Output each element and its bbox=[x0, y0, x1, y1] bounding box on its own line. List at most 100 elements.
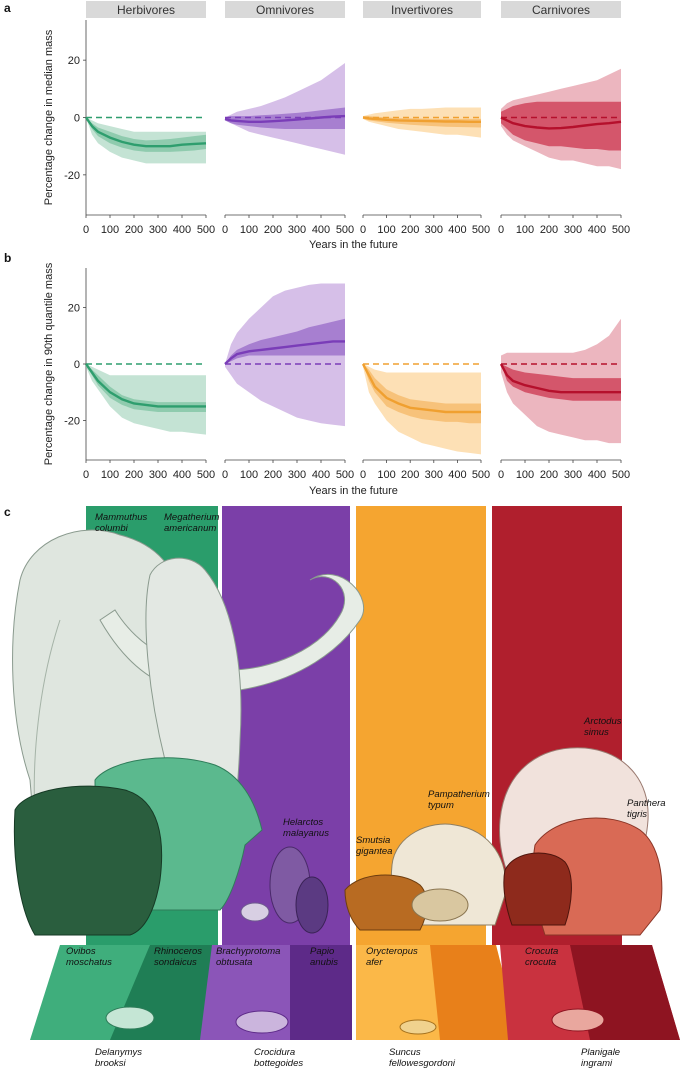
crocuta-illustration bbox=[503, 852, 572, 926]
x-tick-label: 100 bbox=[240, 469, 258, 481]
x-tick-label: 0 bbox=[360, 224, 366, 236]
x-tick-label: 300 bbox=[149, 224, 167, 236]
species-label-line: Rhinoceros bbox=[154, 946, 202, 957]
x-tick-label: 400 bbox=[173, 469, 191, 481]
species-label-line: Delanymys bbox=[95, 1047, 142, 1058]
x-tick-label: 100 bbox=[516, 469, 534, 481]
median-line bbox=[499, 363, 621, 394]
species-label-line: moschatus bbox=[66, 957, 112, 968]
facet-strip bbox=[225, 1, 345, 18]
label-pampatherium: Pampatherium typum bbox=[428, 789, 490, 811]
outer-band bbox=[225, 63, 345, 155]
species-label-line: columbi bbox=[95, 523, 129, 534]
species-label-line: typum bbox=[428, 800, 454, 811]
facet-omnivores: 0 100 200 300 400 500 bbox=[222, 283, 354, 481]
species-label-line: Smutsia bbox=[356, 835, 390, 846]
label-crocidura: Crocidura bottegoides bbox=[254, 1047, 303, 1069]
facet-strip bbox=[363, 1, 481, 18]
label-rhinoceros: Rhinoceros sondaicus bbox=[154, 946, 202, 968]
species-label-line: crocuta bbox=[525, 957, 556, 968]
facet-herbivores: Herbivores 0 100 200 300 400 500 bbox=[83, 1, 215, 236]
median-line bbox=[361, 363, 481, 414]
facet-herbivores: 0 100 200 300 400 500 bbox=[83, 363, 215, 481]
x-tick-label: 500 bbox=[612, 224, 630, 236]
x-tick-label: 400 bbox=[173, 224, 191, 236]
x-tick-label: 200 bbox=[125, 469, 143, 481]
suncus-illustration bbox=[399, 1019, 437, 1035]
y-tick-label: 20 bbox=[68, 303, 80, 315]
facet-carnivores: Carnivores 0 100 200 300 400 500 bbox=[498, 1, 630, 236]
facet-strip-label: Carnivores bbox=[532, 3, 590, 17]
facet-invertivores: Invertivores 0 100 200 300 400 500 bbox=[360, 1, 490, 236]
species-label-line: Orycteropus bbox=[366, 946, 418, 957]
species-label-line: ingrami bbox=[581, 1058, 613, 1069]
label-planigale: Planigale ingrami bbox=[581, 1047, 620, 1069]
species-label-line: obtusata bbox=[216, 957, 252, 968]
facet-strip bbox=[86, 1, 206, 18]
x-tick-label: 200 bbox=[540, 224, 558, 236]
x-tick-label: 300 bbox=[564, 224, 582, 236]
invertivore-floor-shade bbox=[430, 945, 520, 1040]
x-tick-label: 500 bbox=[472, 224, 490, 236]
species-label-line: americanum bbox=[164, 523, 216, 534]
crocidura-illustration bbox=[235, 1010, 289, 1034]
facet-strip-label: Invertivores bbox=[391, 3, 453, 17]
x-tick-label: 300 bbox=[288, 469, 306, 481]
label-brachyprotoma: Brachyprotoma obtusata bbox=[216, 946, 280, 968]
omnivore-floor-shade bbox=[290, 945, 352, 1040]
x-tick-label: 400 bbox=[448, 224, 466, 236]
x-tick-label: 300 bbox=[564, 469, 582, 481]
smutsia-illustration bbox=[411, 888, 469, 922]
x-tick-label: 0 bbox=[360, 469, 366, 481]
x-tick-label: 500 bbox=[197, 469, 215, 481]
panel-letter-c: c bbox=[4, 505, 11, 519]
inner-band bbox=[86, 364, 206, 412]
label-helarctos: Helarctos malayanus bbox=[283, 817, 329, 839]
species-label-line: fellowesgordoni bbox=[389, 1058, 456, 1069]
species-label-line: tigris bbox=[627, 809, 647, 820]
median-line bbox=[85, 116, 207, 148]
species-label-line: Papio bbox=[310, 946, 334, 957]
delanymys-illustration bbox=[105, 1006, 155, 1030]
x-tick-label: 500 bbox=[336, 224, 354, 236]
species-label-line: Crocuta bbox=[525, 946, 558, 957]
illustration-panel: Mammuthus columbi Megatherium americanum H… bbox=[12, 506, 680, 1069]
label-ovibos: Ovibos moschatus bbox=[66, 946, 112, 968]
y-tick-label: -20 bbox=[64, 170, 80, 182]
species-label-line: Megatherium bbox=[164, 512, 220, 523]
x-tick-label: 0 bbox=[83, 469, 89, 481]
species-label-line: malayanus bbox=[283, 828, 329, 839]
species-label-line: simus bbox=[584, 727, 609, 738]
median-line bbox=[224, 114, 346, 123]
x-tick-label: 500 bbox=[612, 469, 630, 481]
chart-90th-quantile-mass: Percentage change in 90th quantile mass Y… bbox=[43, 262, 630, 497]
species-label-line: Ovibos bbox=[66, 946, 96, 957]
y-tick-label: 20 bbox=[68, 55, 80, 67]
x-tick-label: 100 bbox=[377, 469, 395, 481]
label-delanymys: Delanymys brooksi bbox=[95, 1047, 142, 1069]
x-tick-label: 100 bbox=[101, 224, 119, 236]
x-tick-label: 500 bbox=[336, 469, 354, 481]
x-tick-label: 0 bbox=[498, 224, 504, 236]
species-label-line: Planigale bbox=[581, 1047, 620, 1058]
x-tick-label: 400 bbox=[588, 224, 606, 236]
x-tick-label: 0 bbox=[222, 469, 228, 481]
median-line bbox=[85, 363, 206, 408]
species-label-line: Crocidura bbox=[254, 1047, 295, 1058]
panel-letter-a: a bbox=[4, 1, 11, 15]
y-axis-label: Percentage change in median mass bbox=[43, 29, 55, 205]
x-tick-label: 100 bbox=[101, 469, 119, 481]
x-tick-label: 500 bbox=[197, 224, 215, 236]
label-megatherium: Megatherium americanum bbox=[164, 512, 220, 534]
x-tick-label: 300 bbox=[149, 469, 167, 481]
median-line bbox=[500, 116, 622, 130]
x-tick-label: 300 bbox=[425, 469, 443, 481]
x-tick-label: 200 bbox=[401, 224, 419, 236]
species-label-line: Pampatherium bbox=[428, 789, 490, 800]
facet-carnivores: 0 100 200 300 400 500 bbox=[498, 318, 630, 481]
x-tick-label: 0 bbox=[498, 469, 504, 481]
x-tick-label: 100 bbox=[377, 224, 395, 236]
x-tick-label: 0 bbox=[83, 224, 89, 236]
y-tick-label: 0 bbox=[74, 113, 80, 125]
